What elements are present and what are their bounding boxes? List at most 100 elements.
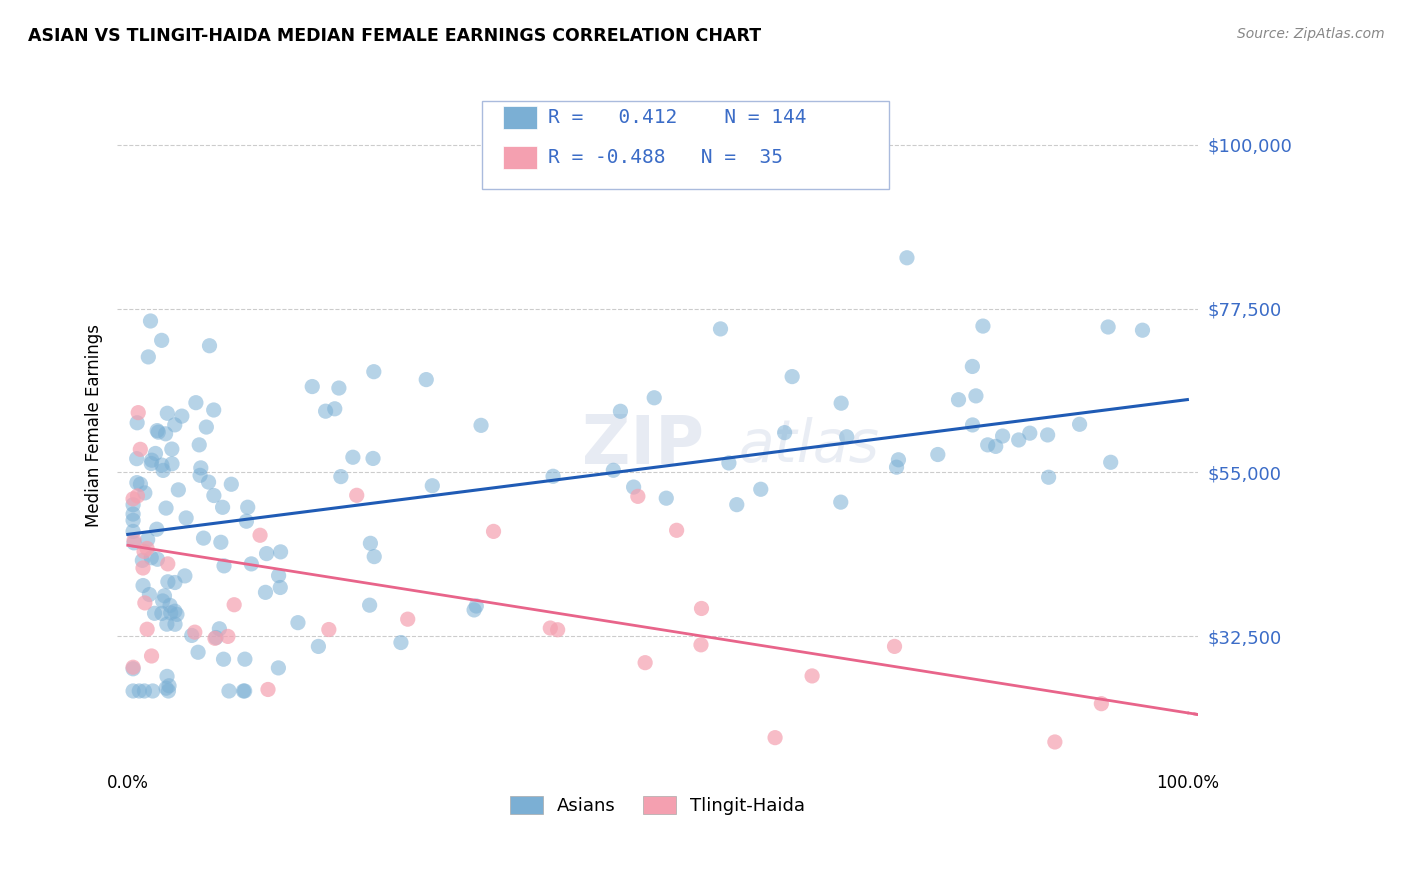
Point <box>1097 320 1119 334</box>
Point <box>132 578 155 592</box>
Point <box>202 489 225 503</box>
Point <box>159 599 181 613</box>
Point <box>643 391 665 405</box>
Point <box>270 545 292 559</box>
Point <box>150 458 173 472</box>
Point <box>976 438 998 452</box>
Point <box>665 524 688 538</box>
Point <box>150 607 173 621</box>
Point <box>269 581 291 595</box>
Point <box>233 652 256 666</box>
Point <box>127 416 149 430</box>
Point <box>948 392 970 407</box>
Point <box>396 612 419 626</box>
Point <box>211 500 233 515</box>
Point <box>155 426 177 441</box>
Point <box>141 453 163 467</box>
Point <box>155 681 177 696</box>
Point <box>146 424 169 438</box>
Point <box>193 531 215 545</box>
Point <box>163 575 186 590</box>
Point <box>256 547 278 561</box>
Point <box>249 528 271 542</box>
Y-axis label: Median Female Earnings: Median Female Earnings <box>86 324 103 526</box>
Point <box>212 558 235 573</box>
Point <box>415 373 437 387</box>
Point <box>991 429 1014 443</box>
Point <box>180 628 202 642</box>
Point <box>184 625 207 640</box>
Point <box>725 498 748 512</box>
Point <box>318 623 340 637</box>
Point <box>221 477 243 491</box>
Point <box>538 621 561 635</box>
Point <box>187 645 209 659</box>
Point <box>129 442 152 457</box>
Point <box>173 569 195 583</box>
Point <box>627 489 650 503</box>
Point <box>763 731 786 745</box>
Point <box>195 420 218 434</box>
Point <box>156 406 179 420</box>
Point <box>233 684 256 698</box>
Text: ZIP: ZIP <box>582 412 704 478</box>
Point <box>122 513 145 527</box>
Point <box>1008 433 1031 447</box>
Point <box>188 438 211 452</box>
Point <box>127 406 149 420</box>
Point <box>131 553 153 567</box>
Point <box>166 607 188 622</box>
Point <box>547 623 569 637</box>
Point <box>301 379 323 393</box>
Point <box>167 483 190 497</box>
Point <box>122 662 145 676</box>
Point <box>773 425 796 440</box>
Point <box>155 501 177 516</box>
Point <box>184 395 207 409</box>
Point <box>157 679 180 693</box>
Point <box>1090 697 1112 711</box>
Point <box>132 544 155 558</box>
Point <box>267 661 290 675</box>
Point <box>145 446 167 460</box>
Point <box>127 489 149 503</box>
Point <box>122 491 145 506</box>
Point <box>323 401 346 416</box>
Point <box>122 660 145 674</box>
Text: Source: ZipAtlas.com: Source: ZipAtlas.com <box>1237 27 1385 41</box>
Point <box>139 314 162 328</box>
Point <box>134 596 156 610</box>
Point <box>254 585 277 599</box>
Point <box>129 477 152 491</box>
Point <box>257 682 280 697</box>
Point <box>122 524 145 539</box>
Point <box>830 495 852 509</box>
Point <box>972 319 994 334</box>
Point <box>463 603 485 617</box>
Point <box>163 617 186 632</box>
Point <box>690 601 713 615</box>
Point <box>224 598 246 612</box>
Point <box>163 604 186 618</box>
Point <box>190 461 212 475</box>
Point <box>363 365 385 379</box>
Point <box>1018 426 1040 441</box>
Point <box>801 669 824 683</box>
Point <box>136 533 159 547</box>
Text: atlas: atlas <box>738 417 880 474</box>
Point <box>136 350 159 364</box>
Point <box>749 483 772 497</box>
Point <box>634 656 657 670</box>
Point <box>163 417 186 432</box>
Point <box>780 369 803 384</box>
Point <box>541 469 564 483</box>
Text: R =   0.412    N = 144: R = 0.412 N = 144 <box>548 108 807 128</box>
Point <box>602 463 624 477</box>
Point <box>896 251 918 265</box>
Point <box>145 522 167 536</box>
Point <box>136 622 159 636</box>
Point <box>962 417 984 432</box>
Point <box>132 561 155 575</box>
Point <box>1038 470 1060 484</box>
Point <box>962 359 984 374</box>
